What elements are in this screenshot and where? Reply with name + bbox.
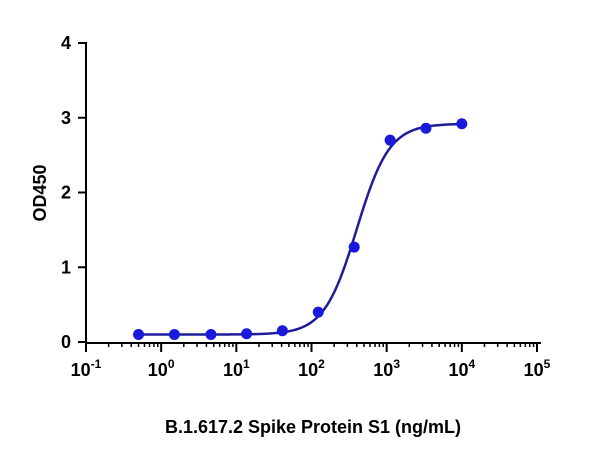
data-point [205,329,217,341]
data-point [456,118,468,130]
data-point [276,325,288,337]
y-tick-label: 1 [61,257,71,277]
x-tick-exponent: 1 [243,357,250,371]
data-point [133,329,145,341]
x-tick-exponent: -1 [91,357,102,371]
x-tick-exponent: 5 [544,357,551,371]
data-point [420,122,432,134]
y-axis: 0 1 2 3 4 [61,33,87,352]
y-tick-label: 0 [61,332,71,352]
x-tick-base: 10 [71,360,91,380]
x-tick-exponent: 3 [393,357,400,371]
x-tick-base: 10 [373,360,393,380]
x-tick-label: 105 [524,357,551,380]
x-axis: 10-1 100 101 102 103 104 105 [71,342,551,380]
x-tick-base: 10 [148,360,168,380]
x-tick-label: 104 [448,357,475,380]
x-tick-exponent: 2 [318,357,325,371]
data-point [168,329,180,341]
y-tick-label: 2 [61,183,71,203]
fit-curve [138,122,462,336]
x-tick-base: 10 [298,360,318,380]
x-tick-label: 102 [298,357,325,380]
x-tick-base: 10 [223,360,243,380]
x-tick-base: 10 [448,360,468,380]
y-tick-label: 3 [61,108,71,128]
data-point [384,134,396,146]
data-point [312,306,324,318]
x-axis-title: B.1.617.2 Spike Protein S1 (ng/mL) [165,417,461,437]
y-tick-label: 4 [61,33,71,53]
plot-area [133,118,468,341]
x-tick-label: 100 [148,357,175,380]
data-point [241,328,253,340]
x-tick-label: 103 [373,357,400,380]
x-tick-exponent: 0 [168,357,175,371]
y-axis-title: OD450 [30,164,50,221]
x-tick-exponent: 4 [469,357,476,371]
data-point [348,241,360,253]
x-tick-label: 101 [223,357,250,380]
x-tick-label: 10-1 [71,357,102,380]
x-tick-base: 10 [524,360,544,380]
